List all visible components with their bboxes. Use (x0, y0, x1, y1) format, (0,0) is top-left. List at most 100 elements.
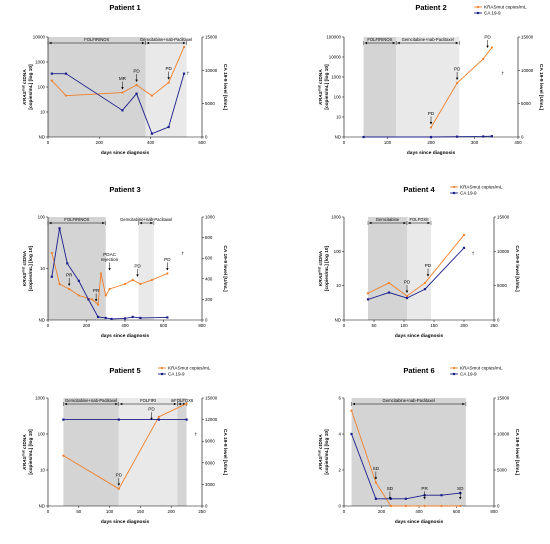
y-tick-label: 0 (339, 504, 342, 509)
x-tick-label: 100 (400, 323, 408, 328)
death-marker: † (195, 432, 198, 437)
y-axis-title-gene: KRAS (318, 455, 324, 469)
annotation-arrowhead (486, 45, 489, 48)
y-axis-title-gene: KRAS (318, 90, 324, 104)
y-axis-unit: [copies/mL] [log 10] (28, 64, 34, 110)
annotation-arrowhead (121, 87, 124, 90)
ca199-point (405, 296, 409, 300)
y2-tick-label: 0 (497, 318, 500, 323)
y2-tick-label: 10000 (521, 68, 534, 73)
panel-title: Patient 2 (415, 3, 446, 12)
y-tick-label: 100 (38, 432, 46, 437)
y2-tick-label: 0 (205, 135, 208, 140)
response-label-line: PD (404, 280, 411, 285)
ctdna-point (139, 282, 142, 286)
ca199-point (374, 497, 377, 500)
ca199-point (490, 135, 493, 138)
ca199-point (135, 92, 138, 95)
ctdna-point (64, 94, 68, 97)
ctdna-point (167, 81, 170, 84)
treatment-region (48, 37, 146, 137)
y2-tick-label: 0 (205, 318, 208, 323)
x-axis-title: days since diagnosis (101, 150, 150, 156)
y2-tick-label: 15000 (521, 35, 534, 40)
panel-title: Patient 1 (109, 3, 140, 12)
y-axis-title: KRASmut ctDNA (21, 69, 28, 105)
annotation-arrowhead (135, 79, 138, 83)
response-label: PR (93, 288, 100, 293)
x-tick-label: 600 (198, 140, 206, 145)
y2-tick-label: 0 (497, 504, 500, 509)
response-label-line: MR (119, 76, 127, 81)
annotation-arrowhead (405, 290, 409, 294)
response-label: PD (454, 67, 461, 72)
ctdna-point (121, 91, 124, 94)
ca199-point (139, 316, 142, 320)
response-label: PD (164, 257, 171, 262)
ca199-point (389, 497, 392, 500)
y-tick-label: 1000 (35, 60, 45, 65)
x-tick-label: 0 (343, 509, 346, 514)
region-label: Gemcitabine+nab-Paclitaxel (383, 398, 435, 403)
annotation-arrowhead (167, 77, 170, 80)
ca199-point (131, 315, 134, 319)
x-tick-label: 200 (427, 140, 435, 145)
y-tick-label: 100 (38, 215, 46, 220)
y-tick-label: 10 (40, 266, 45, 271)
response-label: SD (457, 486, 464, 491)
y-axis-title-rest: ctDNA (22, 69, 28, 86)
y-tick-label: 10 (336, 115, 341, 120)
y-axis-title-rest: ctDNA (318, 69, 324, 86)
x-tick-label: 600 (453, 509, 461, 514)
response-label-line: SD (387, 486, 394, 491)
panel-title: Patient 3 (109, 185, 140, 194)
y2-tick-label: 0 (205, 504, 208, 509)
ca199-point (50, 72, 53, 75)
legend-label: KRASmut copies/mL (460, 185, 503, 190)
ctdna-point (157, 415, 160, 418)
x-tick-label: 200 (378, 509, 386, 514)
y-axis-title-gene: KRAS (318, 272, 324, 286)
ctdna-point (50, 251, 53, 255)
ctdna-point (96, 303, 100, 306)
panel-title: Patient 5 (109, 366, 140, 375)
x-tick-label: 0 (343, 140, 346, 145)
ca199-point (50, 275, 53, 278)
treatment-region (351, 398, 466, 506)
y2-tick-label: 400 (205, 276, 213, 281)
y2-tick-label: 6000 (205, 460, 215, 465)
annotation-arrowhead (423, 497, 426, 500)
y2-tick-label: 10000 (497, 249, 510, 254)
ctdna-point (423, 504, 426, 508)
y-tick-label: 10 (336, 283, 341, 288)
legend-marker (452, 366, 456, 370)
ctdna-point (150, 278, 154, 282)
response-label: PD (425, 263, 432, 268)
response-label: SD (373, 466, 380, 471)
x-tick-label: 0 (47, 140, 50, 145)
annotation-arrowhead (108, 268, 111, 271)
ctdna-point (490, 46, 493, 49)
ca199-point (456, 135, 459, 138)
annotation-arrowhead (426, 274, 430, 277)
ctdna-point (150, 94, 154, 97)
treatment-region (118, 398, 178, 506)
y-tick-label: 1000 (35, 396, 45, 401)
annotation-arrowhead (374, 477, 378, 480)
response-label: PD (484, 34, 491, 39)
response-label-line: PD (133, 69, 140, 74)
ctdna-point (104, 294, 107, 297)
response-label: MR (119, 76, 127, 81)
region-label: FOLFIRINOX (84, 37, 109, 42)
x-tick-label: 200 (96, 140, 104, 145)
y-axis-title-sup: mut (21, 84, 25, 91)
ctdna-point (91, 298, 94, 301)
panel-title: Patient 4 (403, 185, 435, 194)
y-tick-label: 100000 (326, 35, 341, 40)
panel-patient-3: Patient 3 FOLFIRINOX Gemcitabine+nab-Pacli… (21, 185, 228, 339)
legend-label: CA 19-9 (484, 11, 501, 16)
ca199-point (185, 418, 188, 421)
x-tick-label: 250 (198, 509, 206, 514)
